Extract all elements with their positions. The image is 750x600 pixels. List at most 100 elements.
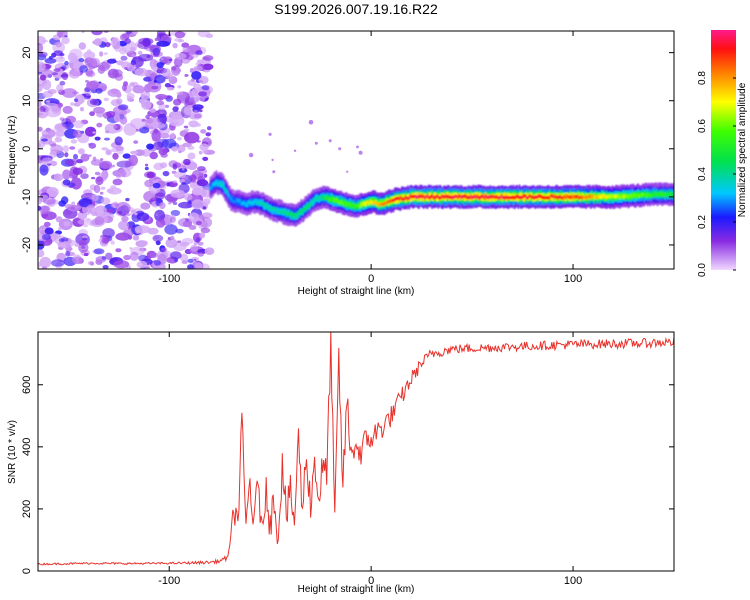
signal-cell <box>302 207 305 211</box>
noise-blob <box>172 201 178 205</box>
noise-blob <box>132 85 145 94</box>
noise-blob <box>43 221 51 227</box>
y-tick-label: 600 <box>21 376 33 394</box>
noise-blob <box>206 126 212 131</box>
noise-speckle <box>328 139 332 143</box>
noise-blob <box>192 104 204 110</box>
noise-blob <box>76 223 80 227</box>
signal-cell <box>294 213 297 218</box>
x-tick-label: 100 <box>564 273 582 285</box>
noise-blob <box>149 108 156 113</box>
signal-cell <box>484 194 487 198</box>
noise-blob <box>136 260 148 269</box>
noise-blob <box>130 53 136 58</box>
noise-blob <box>173 57 183 68</box>
colorbar-tick-label: 0.0 <box>697 263 708 277</box>
signal-cell <box>315 198 317 202</box>
signal-cell <box>220 182 223 186</box>
noise-blob <box>202 198 211 206</box>
signal-cell <box>497 196 500 200</box>
noise-blob <box>188 225 197 230</box>
noise-blob <box>86 49 92 55</box>
signal-cell <box>340 199 343 204</box>
signal-cell <box>524 194 527 198</box>
signal-cell <box>342 202 345 206</box>
signal-cell <box>436 194 438 198</box>
noise-blob <box>134 67 148 77</box>
signal-cell <box>581 196 584 200</box>
snr-x-ticks: -100 0 100 <box>158 332 582 587</box>
signal-cell <box>244 202 247 206</box>
noise-blob <box>151 196 156 200</box>
signal-cell <box>546 196 549 200</box>
noise-blob <box>78 242 89 253</box>
noise-blob <box>173 171 187 179</box>
signal-cell <box>232 199 235 203</box>
x-tick-label: 0 <box>368 273 374 285</box>
signal-cell <box>222 186 225 190</box>
signal-cell <box>662 190 665 197</box>
signal-cell <box>252 201 254 205</box>
noise-blob <box>96 122 103 128</box>
signal-cell <box>620 195 623 199</box>
signal-cell <box>656 193 659 198</box>
signal-cell <box>346 202 349 206</box>
signal-cell <box>628 195 631 199</box>
signal-cell <box>332 197 334 201</box>
signal-cell <box>517 195 520 199</box>
signal-cell <box>533 196 535 200</box>
noise-blob <box>182 47 189 53</box>
noise-blob <box>60 196 69 205</box>
noise-blob <box>94 216 104 226</box>
signal-cell <box>282 211 285 215</box>
signal-cell <box>380 202 383 207</box>
signal-cell <box>372 201 374 205</box>
signal-cell <box>414 194 417 198</box>
signal-cell <box>421 194 424 202</box>
noise-blob <box>93 184 101 194</box>
signal-cell <box>259 201 262 206</box>
signal-cell <box>668 191 671 196</box>
noise-blob <box>121 215 129 223</box>
signal-cell <box>399 195 402 200</box>
signal-cell <box>253 200 255 205</box>
noise-blob <box>196 179 209 187</box>
noise-blob <box>39 256 52 268</box>
signal-cell <box>254 199 257 203</box>
noise-blob <box>118 168 132 178</box>
noise-blob <box>172 180 178 184</box>
signal-cell <box>523 194 526 198</box>
noise-blob <box>159 202 166 210</box>
signal-cell <box>300 208 303 213</box>
signal-cell <box>523 194 526 202</box>
signal-cell <box>323 196 326 200</box>
signal-cell <box>380 199 383 207</box>
noise-blob <box>38 35 46 46</box>
signal-cell <box>476 194 478 198</box>
noise-blob <box>68 69 81 79</box>
signal-cell <box>654 191 656 196</box>
noise-blob <box>123 254 131 261</box>
noise-blob <box>172 42 178 49</box>
noise-blob <box>131 212 141 223</box>
noise-blob <box>112 164 115 168</box>
noise-blob <box>49 150 57 158</box>
noise-blob <box>41 234 52 240</box>
signal-cell <box>487 196 489 200</box>
signal-cell <box>260 201 263 205</box>
noise-blob <box>159 111 164 115</box>
noise-blob <box>38 111 42 118</box>
signal-cell <box>271 206 274 210</box>
signal-cell <box>531 195 534 199</box>
signal-cell <box>235 199 237 203</box>
noise-blob <box>118 220 129 231</box>
signal-cell <box>411 194 414 199</box>
signal-cell <box>540 194 543 199</box>
noise-blob <box>193 113 202 119</box>
noise-blob <box>196 59 204 64</box>
noise-blob <box>51 259 65 267</box>
spectrogram-y-label: Frequency (Hz) <box>7 116 18 185</box>
signal-cell <box>224 188 226 192</box>
signal-cell <box>398 197 401 201</box>
signal-cell <box>322 195 325 200</box>
